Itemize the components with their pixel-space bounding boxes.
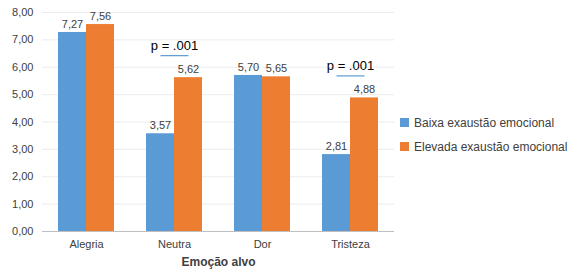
svg-text:8,00: 8,00: [12, 6, 33, 18]
svg-text:5,62: 5,62: [178, 63, 199, 75]
svg-text:1,00: 1,00: [12, 198, 33, 210]
svg-text:6,00: 6,00: [12, 61, 33, 73]
svg-text:3,57: 3,57: [150, 119, 171, 131]
svg-text:2,00: 2,00: [12, 170, 33, 182]
svg-text:p = .001: p = .001: [151, 38, 198, 53]
svg-text:Tristeza: Tristeza: [331, 238, 371, 250]
svg-text:Dor: Dor: [254, 238, 272, 250]
svg-text:7,00: 7,00: [12, 33, 33, 45]
svg-text:5,65: 5,65: [266, 62, 287, 74]
svg-text:3,00: 3,00: [12, 143, 33, 155]
svg-text:Neutra: Neutra: [158, 238, 192, 250]
html-text:Baixa exaustão emocional: Baixa exaustão emocional: [414, 115, 555, 130]
svg-text:Emoção alvo: Emoção alvo: [181, 255, 255, 269]
html-text:Elevada exaustão emocional: Elevada exaustão emocional: [414, 139, 568, 154]
svg-text:4,00: 4,00: [12, 116, 33, 128]
svg-text:2,81: 2,81: [326, 140, 347, 152]
svg-text:p = .001: p = .001: [327, 58, 374, 73]
svg-text:7,27: 7,27: [62, 18, 83, 30]
svg-text:Alegria: Alegria: [69, 238, 104, 250]
svg-text:5,70: 5,70: [238, 61, 259, 73]
svg-text:5,00: 5,00: [12, 88, 33, 100]
svg-text:7,56: 7,56: [90, 10, 111, 22]
svg-text:0,00: 0,00: [12, 225, 33, 237]
svg-text:4,88: 4,88: [354, 83, 375, 95]
